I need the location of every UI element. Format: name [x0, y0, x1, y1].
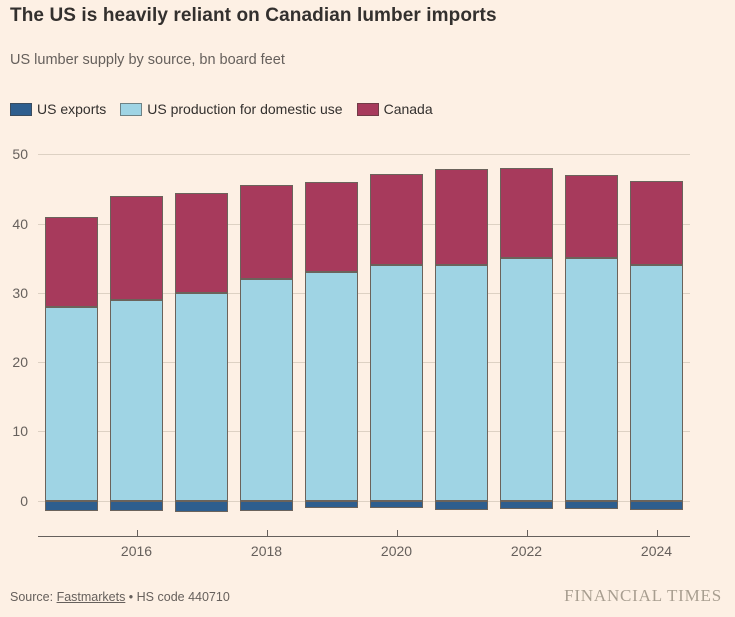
chart-footer: Source: Fastmarkets • HS code 440710 FIN… [0, 586, 735, 610]
bar-us-exports-2018 [240, 500, 293, 512]
x-axis-tick-label: 2022 [510, 542, 543, 559]
bar-us-exports-2016 [110, 500, 163, 512]
y-axis-tick-label: 30 [12, 284, 28, 301]
legend-item-us-production-for-domestic-use: US production for domestic use [120, 101, 343, 117]
legend-swatch-canada [356, 102, 379, 116]
x-axis-tick-2022 [526, 529, 528, 536]
legend-label: US production for domestic use [147, 101, 343, 117]
chart-legend: US exports US production for domestic use… [10, 101, 433, 117]
x-axis-tick-2016 [136, 529, 138, 536]
x-axis-tick-label: 2024 [640, 542, 673, 559]
source-note: Source: Fastmarkets • HS code 440710 [10, 590, 230, 604]
bar-canada-2024 [630, 180, 683, 266]
legend-label: US exports [37, 101, 107, 117]
gridline-y-0 [38, 500, 690, 502]
legend-swatch-us-production-for-domestic-use [120, 102, 143, 116]
bar-us-exports-2024 [630, 500, 683, 510]
x-axis-tick-label: 2018 [250, 542, 283, 559]
source-link[interactable]: Fastmarkets [56, 590, 126, 604]
bar-canada-2015 [45, 216, 98, 307]
bar-us-production-for-domestic-use-2016 [110, 299, 163, 501]
bar-canada-2023 [565, 174, 618, 259]
gridline-y-30 [38, 292, 690, 294]
bar-canada-2019 [305, 181, 358, 272]
x-axis-tick-label: 2016 [120, 542, 153, 559]
y-axis-tick-label: 50 [12, 146, 28, 163]
bar-us-exports-2021 [435, 500, 488, 510]
bar-canada-2016 [110, 195, 163, 300]
x-axis-tick-label: 2020 [380, 542, 413, 559]
bar-canada-2017 [175, 193, 228, 293]
chart-subtitle: US lumber supply by source, bn board fee… [10, 52, 285, 68]
bar-us-production-for-domestic-use-2019 [305, 272, 358, 501]
x-axis-tick-2020 [396, 529, 398, 536]
bar-canada-2020 [370, 173, 423, 266]
y-axis-tick-label: 40 [12, 215, 28, 232]
bar-us-exports-2023 [565, 500, 618, 509]
ft-logo: FINANCIAL TIMES [564, 586, 722, 605]
bar-us-production-for-domestic-use-2024 [630, 265, 683, 501]
bar-canada-2022 [500, 168, 553, 259]
bar-us-production-for-domestic-use-2022 [500, 258, 553, 501]
legend-item-us-exports: US exports [10, 101, 106, 117]
chart-title: The US is heavily reliant on Canadian lu… [10, 5, 497, 26]
bar-us-exports-2019 [305, 500, 358, 509]
bar-us-exports-2015 [45, 500, 98, 512]
gridline-y-40 [38, 223, 690, 225]
bar-us-production-for-domestic-use-2015 [45, 306, 98, 501]
bar-canada-2021 [435, 169, 488, 266]
bar-us-production-for-domestic-use-2021 [435, 265, 488, 501]
legend-label: Canada [383, 101, 433, 117]
gridline-y-20 [38, 362, 690, 364]
bar-us-exports-2022 [500, 500, 553, 509]
bar-us-exports-2017 [175, 500, 228, 512]
legend-item-canada: Canada [356, 101, 433, 117]
y-axis-tick-label: 0 [20, 492, 28, 509]
bar-us-exports-2020 [370, 500, 423, 508]
bar-us-production-for-domestic-use-2023 [565, 258, 618, 501]
gridline-y-10 [38, 431, 690, 433]
gridline-y-50 [38, 154, 690, 156]
y-axis-tick-label: 20 [12, 354, 28, 371]
bar-us-production-for-domestic-use-2018 [240, 278, 293, 501]
bar-us-production-for-domestic-use-2017 [175, 292, 228, 501]
source-prefix: Source: [10, 590, 57, 604]
x-axis-tick-2018 [266, 529, 268, 536]
y-axis-tick-label: 10 [12, 423, 28, 440]
x-axis-tick-2024 [656, 529, 658, 536]
x-axis-line [38, 535, 690, 537]
bar-canada-2018 [240, 184, 293, 279]
source-suffix: • HS code 440710 [125, 590, 230, 604]
legend-swatch-us-exports [10, 102, 32, 116]
bar-us-production-for-domestic-use-2020 [370, 265, 423, 501]
